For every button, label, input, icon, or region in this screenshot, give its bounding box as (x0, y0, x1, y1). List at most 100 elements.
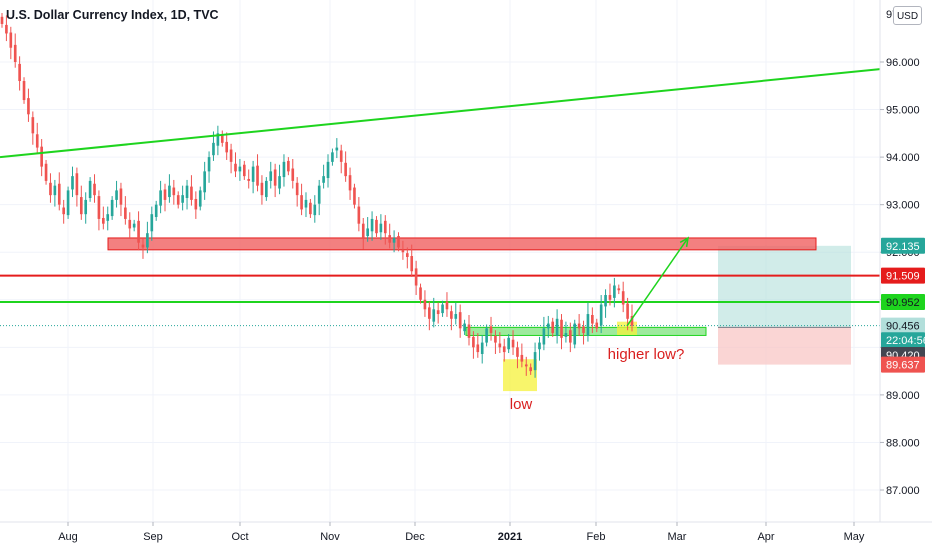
candle-body[interactable] (388, 235, 392, 243)
candle-body[interactable] (159, 190, 162, 206)
trendline[interactable] (0, 68, 881, 159)
candle-body[interactable] (88, 180, 92, 199)
candle-body[interactable] (405, 253, 409, 257)
candle-body[interactable] (225, 141, 229, 153)
candle-body[interactable] (269, 171, 273, 181)
candle-body[interactable] (331, 152, 334, 162)
candle-body[interactable] (436, 310, 440, 315)
candle-body[interactable] (190, 186, 193, 200)
candle-body[interactable] (485, 328, 488, 343)
candle-body[interactable] (423, 299, 427, 310)
higher-low-highlight[interactable] (617, 321, 637, 335)
candle-body[interactable] (573, 323, 577, 345)
candle-body[interactable] (150, 214, 154, 232)
candle-body[interactable] (533, 352, 537, 371)
candle-body[interactable] (13, 44, 17, 62)
candle-body[interactable] (542, 328, 546, 345)
candle-body[interactable] (132, 223, 136, 228)
candle-body[interactable] (476, 344, 480, 353)
candle-body[interactable] (278, 176, 281, 189)
candle-body[interactable] (370, 218, 374, 232)
candle-body[interactable] (520, 354, 524, 362)
candle-body[interactable] (357, 206, 361, 224)
candle-body[interactable] (551, 321, 555, 334)
candle-body[interactable] (66, 190, 70, 216)
candle-body[interactable] (353, 187, 356, 205)
candle-body[interactable] (97, 196, 101, 219)
candle-body[interactable] (626, 303, 629, 319)
candle-body[interactable] (229, 149, 233, 162)
candle-body[interactable] (212, 142, 215, 156)
currency-button[interactable]: USD (893, 6, 922, 25)
candle-body[interactable] (146, 233, 149, 248)
candle-body[interactable] (128, 219, 132, 229)
candle-body[interactable] (410, 256, 414, 272)
candle-body[interactable] (608, 295, 612, 300)
candle-body[interactable] (110, 199, 114, 217)
candle-body[interactable] (564, 333, 568, 337)
candle-body[interactable] (247, 178, 251, 181)
candle-body[interactable] (428, 307, 431, 319)
candle-body[interactable] (569, 330, 572, 343)
candle-body[interactable] (489, 326, 493, 334)
candle-body[interactable] (40, 146, 43, 167)
candle-body[interactable] (361, 223, 365, 238)
candle-body[interactable] (516, 347, 519, 357)
low-highlight[interactable] (503, 359, 537, 392)
candle-body[interactable] (326, 161, 330, 179)
candle-body[interactable] (392, 237, 396, 243)
candle-body[interactable] (401, 250, 405, 253)
candle-body[interactable] (335, 147, 339, 151)
candle-body[interactable] (414, 268, 418, 286)
candle-body[interactable] (194, 198, 198, 210)
candle-body[interactable] (106, 214, 110, 221)
candle-body[interactable] (560, 319, 563, 338)
candle-body[interactable] (9, 32, 13, 48)
candle-body[interactable] (309, 202, 312, 215)
candle-body[interactable] (265, 180, 268, 198)
candle-body[interactable] (472, 336, 475, 348)
candle-body[interactable] (220, 134, 224, 143)
candle-body[interactable] (586, 314, 590, 336)
candle-body[interactable] (141, 244, 145, 248)
candle-body[interactable] (260, 182, 264, 196)
candle-body[interactable] (630, 315, 634, 326)
candle-body[interactable] (49, 182, 52, 196)
candle-body[interactable] (115, 190, 118, 200)
candle-body[interactable] (441, 304, 444, 314)
candle-body[interactable] (621, 291, 625, 305)
candle-body[interactable] (555, 318, 559, 336)
candle-body[interactable] (44, 163, 48, 181)
candle-body[interactable] (234, 163, 237, 172)
candle-body[interactable] (35, 134, 39, 148)
candle-body[interactable] (507, 337, 510, 350)
candle-body[interactable] (604, 295, 607, 307)
candle-body[interactable] (577, 323, 581, 329)
candle-body[interactable] (198, 190, 202, 207)
candle-body[interactable] (62, 207, 65, 215)
candle-body[interactable] (256, 165, 259, 186)
candle-body[interactable] (93, 183, 96, 196)
candle-body[interactable] (273, 169, 277, 186)
candle-body[interactable] (450, 311, 453, 319)
candle-body[interactable] (613, 285, 616, 298)
candle-body[interactable] (163, 189, 167, 200)
candle-body[interactable] (591, 314, 594, 324)
candle-body[interactable] (238, 166, 242, 172)
candle-body[interactable] (546, 323, 550, 329)
upper-red-zone[interactable] (107, 237, 817, 251)
candle-body[interactable] (322, 176, 325, 183)
candle-body[interactable] (154, 204, 158, 218)
candle-body[interactable] (582, 326, 585, 334)
candle-body[interactable] (344, 162, 347, 177)
candle-body[interactable] (57, 183, 61, 205)
candle-body[interactable] (5, 24, 8, 34)
position-stop-zone[interactable] (718, 327, 851, 365)
candle-body[interactable] (458, 312, 462, 329)
candle-body[interactable] (203, 171, 206, 193)
candle-body[interactable] (207, 157, 211, 172)
candle-body[interactable] (379, 223, 383, 233)
candle-body[interactable] (480, 342, 484, 354)
candle-body[interactable] (251, 166, 255, 182)
